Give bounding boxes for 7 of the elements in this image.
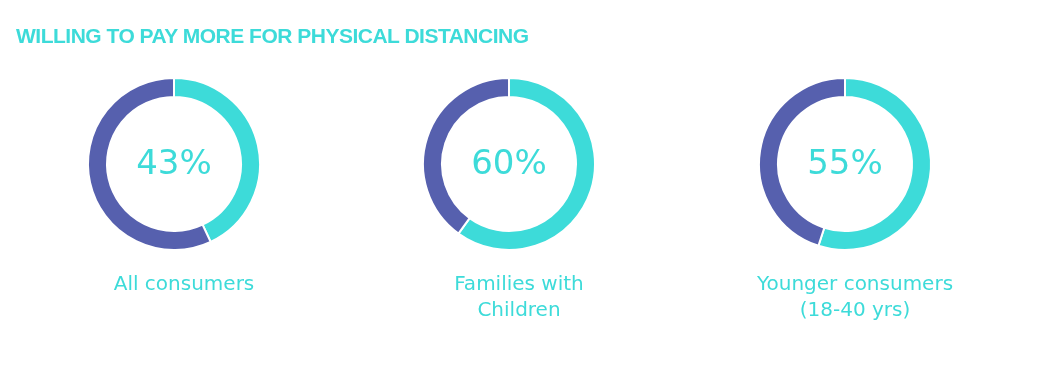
data-label: 60% [471,142,547,182]
chart-title: WILLING TO PAY MORE FOR PHYSICAL DISTANCING [16,24,529,48]
data-label: 43% [136,142,212,182]
text: Families with Children [453,270,585,322]
text: Younger consumers (18-40 yrs) [755,270,955,322]
text: All consumers [112,270,256,296]
data-label: 55% [807,142,883,182]
